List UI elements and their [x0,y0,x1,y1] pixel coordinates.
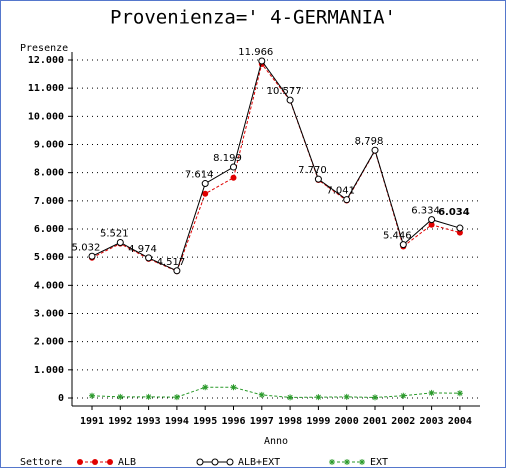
y-tick-label: 6.000 [34,224,64,235]
point [428,216,436,224]
point [117,393,124,400]
data-label: 10.577 [267,86,302,97]
y-tick-label: 7.000 [34,196,64,207]
y-tick-label: 8.000 [34,168,64,179]
point [343,196,351,204]
point [89,392,95,399]
line [91,62,461,272]
point [230,174,237,181]
point [371,146,379,154]
x-tick-label: 1995 [193,416,217,427]
chart-title: Provenienza=' 4-GERMANIA' [110,7,396,29]
x-tick-label: 2001 [363,416,387,427]
point [315,394,322,401]
point [428,389,435,396]
point [202,190,209,197]
point [399,241,407,249]
point [116,238,124,246]
data-label: 8.199 [213,153,242,164]
point [88,252,96,260]
y-tick-label: 2.000 [34,337,64,348]
point [173,394,180,401]
point [145,393,152,400]
x-tick-label: 1999 [306,416,330,427]
data-label: 11.966 [238,47,273,58]
point [329,459,335,465]
point [196,458,204,466]
point [230,163,237,171]
point [456,390,463,397]
x-tick-label: 1993 [137,416,161,427]
x-tick-label: 2000 [335,416,359,427]
x-tick-label: 1996 [221,416,245,427]
point [372,394,378,401]
legend-title: Settore [20,457,62,468]
legend-label: ALB+EXT [238,457,280,468]
point [173,267,181,275]
x-tick-label: 1992 [108,416,132,427]
y-tick-label: 0 [58,393,64,404]
data-label: 4.974 [128,244,157,255]
point [314,175,322,183]
data-label: 6.034 [438,207,470,218]
x-axis-label: Anno [264,436,288,447]
y-axis-label: Presenze [20,43,68,54]
data-label: 5.521 [100,228,129,239]
point [344,459,350,465]
x-tick-label: 1997 [250,416,274,427]
x-tick-label: 1998 [278,416,302,427]
y-tick-label: 12.000 [28,55,64,66]
data-label: 5.446 [383,231,412,242]
point [201,180,209,188]
point [77,459,83,465]
point [456,224,464,232]
data-label: 7.041 [326,186,355,197]
point [343,393,350,400]
y-tick-label: 1.000 [34,365,64,376]
data-label: 7.614 [185,170,214,181]
y-tick-label: 11.000 [28,83,64,94]
point [92,459,98,465]
x-tick-label: 1991 [80,416,104,427]
legend-label: EXT [370,457,388,468]
y-tick-label: 10.000 [28,111,64,122]
point [145,254,153,262]
line [91,386,460,398]
x-tick-label: 2004 [448,416,472,427]
point [258,57,266,65]
point [286,96,294,104]
y-tick-label: 3.000 [34,309,64,320]
data-label: 6.334 [411,206,440,217]
data-label: 8.798 [355,136,384,147]
point [211,458,219,466]
x-tick-label: 1994 [165,416,189,427]
data-label: 5.032 [72,242,101,253]
y-tick-label: 9.000 [34,140,64,151]
point [400,392,407,399]
y-tick-label: 5.000 [34,252,64,263]
point [226,458,234,466]
line [91,59,461,272]
point [202,384,209,391]
point [230,384,237,391]
data-label: 4.517 [157,257,186,268]
point [258,391,265,398]
legend-label: ALB [118,457,136,468]
x-tick-label: 2003 [420,416,444,427]
point [359,459,365,465]
point [287,394,294,401]
y-tick-label: 4.000 [34,280,64,291]
point [428,221,435,228]
data-label: 7.770 [298,165,327,176]
x-tick-label: 2002 [391,416,415,427]
point [107,459,113,465]
